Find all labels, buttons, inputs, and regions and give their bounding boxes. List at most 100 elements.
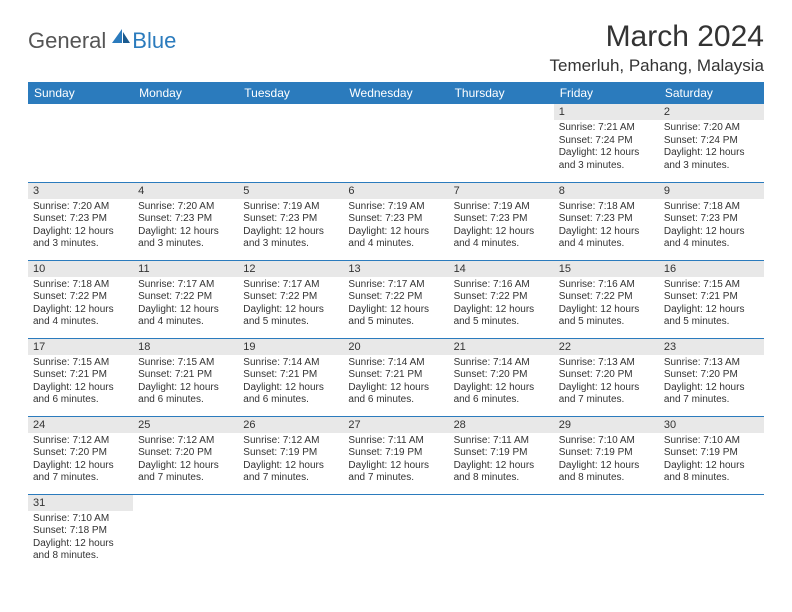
day-line: Daylight: 12 hours [664,460,759,473]
day-line: Daylight: 12 hours [348,226,443,239]
day-line: Sunset: 7:22 PM [33,291,128,304]
day-line: Sunset: 7:22 PM [454,291,549,304]
day-number: 8 [554,183,659,199]
day-content: Sunrise: 7:16 AMSunset: 7:22 PMDaylight:… [554,277,659,333]
calendar-cell: 23Sunrise: 7:13 AMSunset: 7:20 PMDayligh… [659,338,764,416]
day-line: and 3 minutes. [664,160,759,173]
day-content: Sunrise: 7:20 AMSunset: 7:23 PMDaylight:… [133,199,238,255]
calendar-cell: 7Sunrise: 7:19 AMSunset: 7:23 PMDaylight… [449,182,554,260]
day-line: and 4 minutes. [138,316,233,329]
calendar-cell: 30Sunrise: 7:10 AMSunset: 7:19 PMDayligh… [659,416,764,494]
calendar-cell [449,494,554,572]
calendar-cell: 22Sunrise: 7:13 AMSunset: 7:20 PMDayligh… [554,338,659,416]
day-line: Sunset: 7:23 PM [559,213,654,226]
calendar-cell: 31Sunrise: 7:10 AMSunset: 7:18 PMDayligh… [28,494,133,572]
day-line: Sunset: 7:23 PM [33,213,128,226]
day-line: Daylight: 12 hours [33,226,128,239]
day-line: and 8 minutes. [664,472,759,485]
day-content: Sunrise: 7:13 AMSunset: 7:20 PMDaylight:… [659,355,764,411]
day-number: 27 [343,417,448,433]
day-line: Sunrise: 7:15 AM [138,357,233,370]
day-line: and 4 minutes. [348,238,443,251]
day-line: Sunrise: 7:15 AM [33,357,128,370]
day-content: Sunrise: 7:12 AMSunset: 7:19 PMDaylight:… [238,433,343,489]
day-line: Sunset: 7:19 PM [454,447,549,460]
day-line: and 7 minutes. [664,394,759,407]
day-line: and 6 minutes. [33,394,128,407]
header: General Blue March 2024 Temerluh, Pahang… [28,20,764,76]
day-line: Sunrise: 7:10 AM [664,435,759,448]
day-number: 16 [659,261,764,277]
day-number: 2 [659,104,764,120]
day-content: Sunrise: 7:16 AMSunset: 7:22 PMDaylight:… [449,277,554,333]
day-line: Sunrise: 7:14 AM [243,357,338,370]
day-line: and 6 minutes. [243,394,338,407]
calendar-cell: 25Sunrise: 7:12 AMSunset: 7:20 PMDayligh… [133,416,238,494]
day-line: Sunrise: 7:18 AM [559,201,654,214]
day-line: and 4 minutes. [454,238,549,251]
day-line: and 8 minutes. [559,472,654,485]
calendar-cell: 13Sunrise: 7:17 AMSunset: 7:22 PMDayligh… [343,260,448,338]
calendar-cell [133,104,238,182]
day-line: Sunset: 7:24 PM [664,135,759,148]
day-content: Sunrise: 7:19 AMSunset: 7:23 PMDaylight:… [238,199,343,255]
day-content: Sunrise: 7:13 AMSunset: 7:20 PMDaylight:… [554,355,659,411]
day-content: Sunrise: 7:18 AMSunset: 7:23 PMDaylight:… [659,199,764,255]
day-line: Sunrise: 7:21 AM [559,122,654,135]
calendar-cell: 12Sunrise: 7:17 AMSunset: 7:22 PMDayligh… [238,260,343,338]
day-line: Daylight: 12 hours [243,382,338,395]
calendar-cell: 1Sunrise: 7:21 AMSunset: 7:24 PMDaylight… [554,104,659,182]
day-line: Sunrise: 7:20 AM [33,201,128,214]
day-line: Sunset: 7:19 PM [664,447,759,460]
day-line: Sunset: 7:22 PM [243,291,338,304]
day-line: and 7 minutes. [138,472,233,485]
day-line: Sunrise: 7:11 AM [348,435,443,448]
calendar-cell [659,494,764,572]
day-line: Sunset: 7:23 PM [348,213,443,226]
day-number: 17 [28,339,133,355]
day-content: Sunrise: 7:10 AMSunset: 7:19 PMDaylight:… [554,433,659,489]
day-line: Sunset: 7:22 PM [559,291,654,304]
calendar-cell: 24Sunrise: 7:12 AMSunset: 7:20 PMDayligh… [28,416,133,494]
day-line: Sunrise: 7:19 AM [454,201,549,214]
day-content: Sunrise: 7:14 AMSunset: 7:21 PMDaylight:… [343,355,448,411]
title-block: March 2024 Temerluh, Pahang, Malaysia [549,20,764,76]
day-line: Sunrise: 7:17 AM [138,279,233,292]
calendar-cell: 14Sunrise: 7:16 AMSunset: 7:22 PMDayligh… [449,260,554,338]
day-line: Sunrise: 7:17 AM [243,279,338,292]
day-line: Sunset: 7:19 PM [243,447,338,460]
header-row: Sunday Monday Tuesday Wednesday Thursday… [28,82,764,104]
day-line: Daylight: 12 hours [33,460,128,473]
day-line: Sunrise: 7:13 AM [664,357,759,370]
day-content: Sunrise: 7:11 AMSunset: 7:19 PMDaylight:… [343,433,448,489]
calendar-cell [28,104,133,182]
day-line: Sunrise: 7:15 AM [664,279,759,292]
day-line: and 8 minutes. [33,550,128,563]
calendar-row: 24Sunrise: 7:12 AMSunset: 7:20 PMDayligh… [28,416,764,494]
day-line: Daylight: 12 hours [138,304,233,317]
day-line: and 6 minutes. [454,394,549,407]
day-line: Daylight: 12 hours [664,304,759,317]
day-content: Sunrise: 7:19 AMSunset: 7:23 PMDaylight:… [343,199,448,255]
day-number: 3 [28,183,133,199]
day-number: 12 [238,261,343,277]
day-content: Sunrise: 7:18 AMSunset: 7:22 PMDaylight:… [28,277,133,333]
day-line: Daylight: 12 hours [33,382,128,395]
day-line: Daylight: 12 hours [454,226,549,239]
day-number: 18 [133,339,238,355]
day-line: Sunset: 7:23 PM [138,213,233,226]
day-content: Sunrise: 7:21 AMSunset: 7:24 PMDaylight:… [554,120,659,176]
day-line: and 7 minutes. [348,472,443,485]
day-content: Sunrise: 7:15 AMSunset: 7:21 PMDaylight:… [28,355,133,411]
day-line: Daylight: 12 hours [664,382,759,395]
day-number: 28 [449,417,554,433]
calendar-cell: 17Sunrise: 7:15 AMSunset: 7:21 PMDayligh… [28,338,133,416]
calendar-cell: 4Sunrise: 7:20 AMSunset: 7:23 PMDaylight… [133,182,238,260]
day-number: 10 [28,261,133,277]
calendar-cell: 18Sunrise: 7:15 AMSunset: 7:21 PMDayligh… [133,338,238,416]
day-line: Sunrise: 7:11 AM [454,435,549,448]
day-line: and 3 minutes. [559,160,654,173]
calendar-table: Sunday Monday Tuesday Wednesday Thursday… [28,82,764,572]
day-line: Sunset: 7:21 PM [138,369,233,382]
day-line: Sunrise: 7:16 AM [454,279,549,292]
